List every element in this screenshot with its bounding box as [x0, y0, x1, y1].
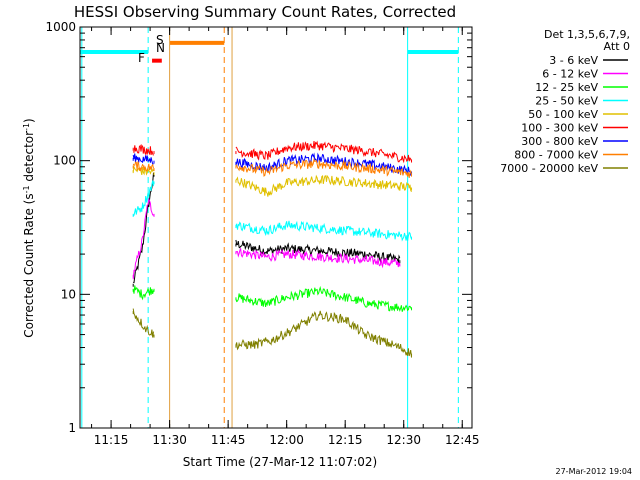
chart-title: HESSI Observing Summary Count Rates, Cor…: [74, 3, 456, 21]
series-line-1-1: [235, 248, 401, 269]
legend-label-2: 12 - 25 keV: [535, 81, 598, 94]
y-axis-label-main: Corrected Count Rate (s: [22, 193, 36, 337]
series-line-4-1: [235, 174, 412, 197]
series-4: [132, 165, 413, 197]
series-line-5-1: [235, 140, 412, 164]
x-tick-label-5: 12:30: [386, 433, 421, 447]
x-axis: 11:15 11:30 11:45 12:00 12:15 12:30 12:45: [91, 27, 480, 447]
y-axis-label-mid: detector: [22, 131, 36, 186]
legend-label-8: 7000 - 20000 keV: [500, 162, 598, 175]
series-line-8-1: [235, 310, 412, 358]
legend-label-6: 300 - 800 keV: [521, 135, 598, 148]
series-line-6-0: [132, 153, 154, 165]
plot-timestamp: 27-Mar-2012 19:04: [556, 467, 633, 476]
x-tick-label-3: 12:00: [269, 433, 304, 447]
legend-label-1: 6 - 12 keV: [542, 68, 598, 81]
series-line-8-0: [132, 308, 154, 338]
x-tick-label-2: 11:45: [211, 433, 246, 447]
series-line-0-0: [133, 172, 154, 284]
legend-label-5: 100 - 300 keV: [521, 122, 598, 135]
x-tick-label-0: 11:15: [94, 433, 129, 447]
x-tick-label-4: 12:15: [328, 433, 363, 447]
legend-header-line-2: Att 0: [604, 40, 630, 53]
y-tick-label-0: 1: [68, 421, 76, 435]
legend-label-4: 50 - 100 keV: [528, 108, 598, 121]
y-axis-label: Corrected Count Rate (s-1 detector-1): [22, 118, 36, 337]
legend-label-3: 25 - 50 keV: [535, 95, 598, 108]
instrument-flags: F S N: [138, 33, 165, 65]
series-5: [132, 140, 413, 164]
plot-frame: [79, 26, 473, 429]
x-axis-label: Start Time (27-Mar-12 11:07:02): [183, 455, 377, 469]
series-layer: [132, 140, 413, 358]
legend-header-line-1: Det 1,3,5,6,7,9,: [544, 28, 630, 41]
series-line-3-0: [132, 180, 154, 217]
x-tick-label-1: 11:30: [152, 433, 187, 447]
series-line-7-1: [235, 157, 412, 178]
series-line-5-0: [132, 144, 154, 156]
y-axis-label-end: ): [22, 118, 36, 123]
y-axis: 1 10 100 1000: [45, 20, 472, 435]
series-8: [132, 308, 413, 358]
series-3: [132, 180, 413, 242]
flag-S-label: S: [156, 33, 164, 47]
series-line-7-0: [132, 161, 154, 173]
series-line-4-0: [132, 165, 154, 176]
series-line-1-0: [132, 197, 154, 280]
series-line-3-1: [235, 220, 412, 242]
y-tick-label-1: 10: [61, 287, 76, 301]
legend-label-0: 3 - 6 keV: [549, 54, 598, 67]
y-axis-label-sup1: -1: [22, 185, 31, 193]
flag-N-label: N: [156, 41, 165, 55]
y-tick-label-3: 1000: [45, 20, 76, 34]
series-line-2-0: [132, 285, 154, 301]
flag-F-label: F: [138, 51, 145, 65]
legend-label-7: 800 - 7000 keV: [514, 149, 598, 162]
series-1: [132, 197, 401, 280]
overlay-layer: [80, 27, 459, 428]
series-2: [132, 285, 413, 312]
x-tick-label-6: 12:45: [445, 433, 480, 447]
y-tick-label-2: 100: [53, 154, 76, 168]
y-axis-label-sup2: -1: [22, 123, 31, 131]
series-7: [132, 157, 413, 178]
series-line-2-1: [235, 285, 412, 312]
